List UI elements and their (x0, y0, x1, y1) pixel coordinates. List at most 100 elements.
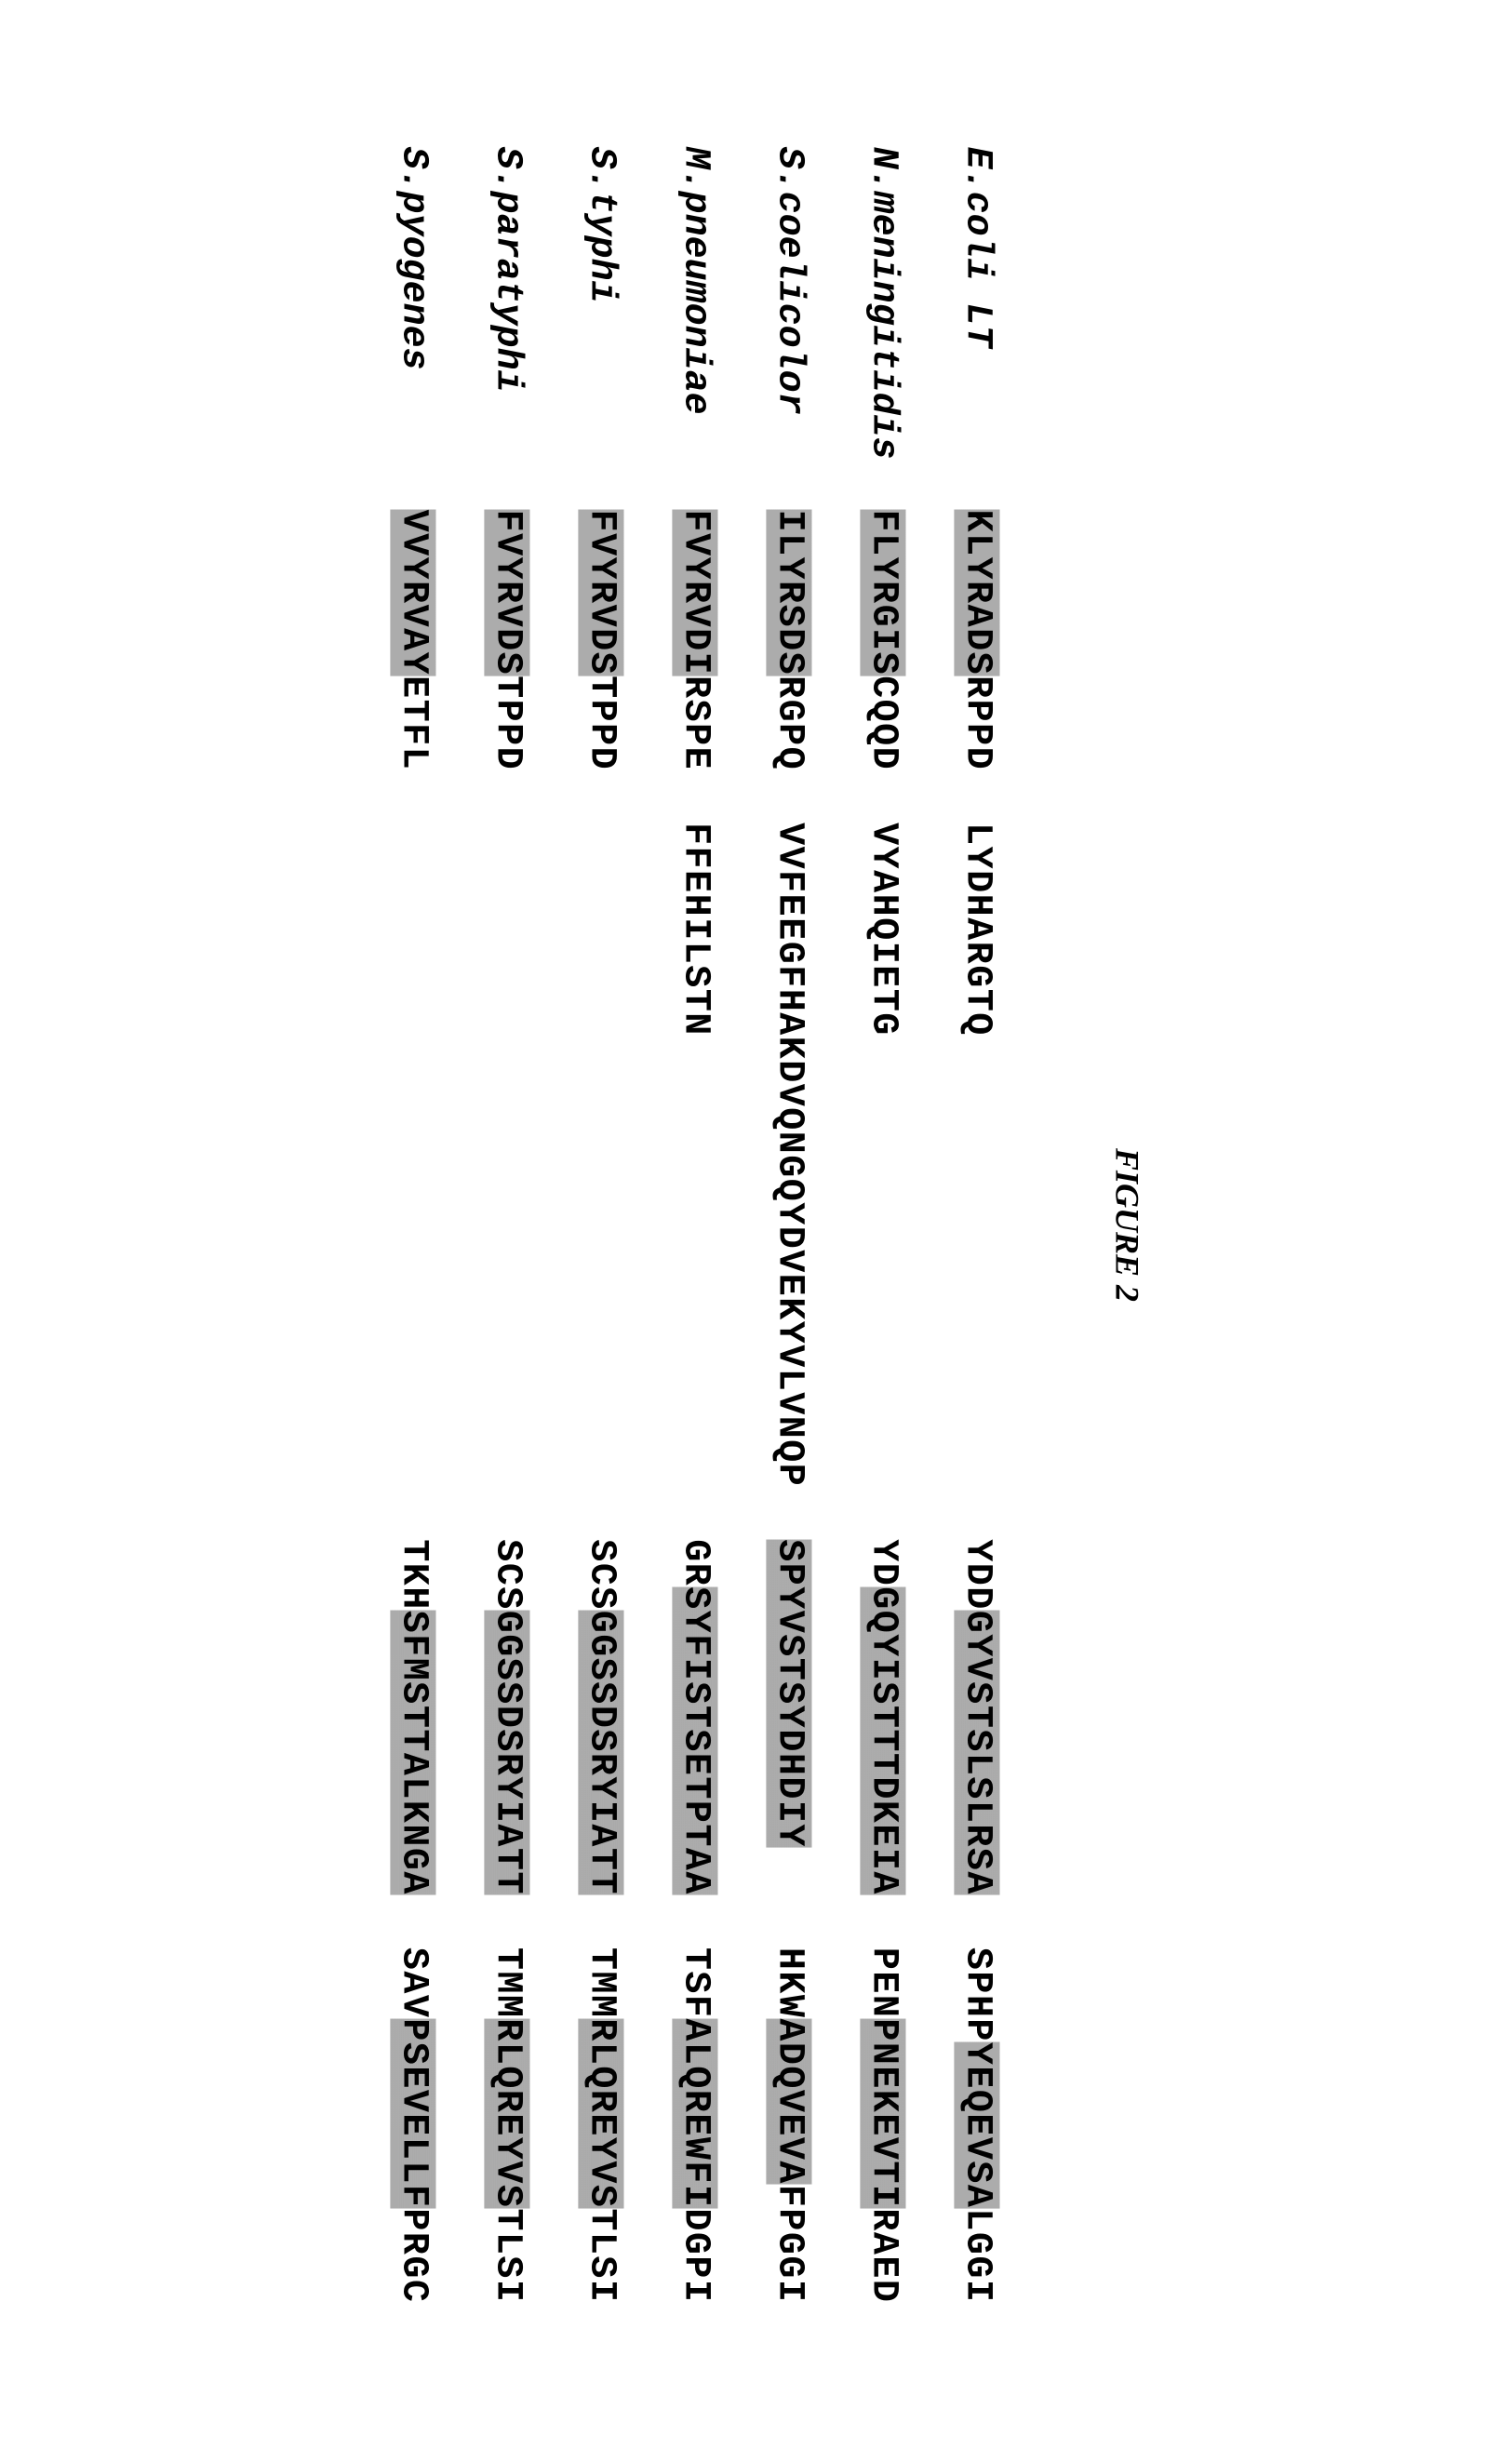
organism-label: S.paratyphi (460, 133, 554, 496)
conserved-region: FVYRVDI (672, 509, 717, 676)
sequence-block-4: SPHPYEQEVSALGGI (930, 1934, 1024, 2316)
variable-region: TLSI (580, 2208, 622, 2303)
conserved-region: SPYVSTSYDHDIY (766, 1539, 811, 1848)
sequence-block-3: SPYVSTSYDHDIY (742, 1526, 836, 1908)
sequence-block-2: VYAHQIETG (836, 810, 930, 1500)
sequence-block-1: FVYRVDIRSPE (648, 496, 742, 783)
variable-region: VYAHQIETG (862, 823, 903, 1037)
variable-region: HKW (768, 1947, 810, 2018)
column-gap (648, 1907, 742, 1934)
column-gap (742, 1500, 836, 1526)
variable-region: DGPI (674, 2208, 716, 2303)
conserved-region: FVYRVDS (484, 509, 529, 676)
variable-region: SPHP (956, 1947, 997, 2041)
conserved-region: KLYRADS (954, 509, 999, 676)
variable-region: TMM (580, 1947, 622, 2018)
column-gap (366, 1500, 460, 1526)
variable-region: TPPD (486, 676, 528, 770)
conserved-region: ADQVEVA (766, 2018, 811, 2185)
column-gap (554, 783, 648, 810)
variable-region: SCS (580, 1539, 622, 1611)
conserved-region: GYVSTSLSLRSA (954, 1610, 999, 1894)
conserved-region: RLQREYVS (484, 2018, 529, 2208)
sequence-block-3: YDGQYISTTTDKEIA (836, 1526, 930, 1908)
variable-region: PRGC (392, 2208, 434, 2303)
column-gap (930, 1907, 1024, 1934)
variable-region: YDD (956, 1539, 997, 1611)
alignment-row: E.coli LTKLYRADSRPPDLYDHARGTQYDDGYVSTSLS… (930, 133, 1024, 2316)
column-gap (366, 1907, 460, 1934)
variable-region: TPPD (580, 676, 622, 770)
variable-region: SAV (392, 1947, 434, 2018)
sequence-block-1: FLYRGISCQQD (836, 496, 930, 783)
variable-region: ETFL (392, 676, 434, 770)
conserved-region: FLYRGIS (860, 509, 905, 676)
variable-region: RGPQ (768, 676, 810, 770)
variable-region: FFEHILSTN (674, 823, 716, 1037)
conserved-region: SFMSTTALKNGA (390, 1610, 435, 1894)
sequence-block-3: GRSYFISTSETPTAA (648, 1526, 742, 1908)
variable-region: SCS (486, 1539, 528, 1611)
conserved-region: FVYRVDS (578, 509, 623, 676)
sequence-block-2 (366, 810, 460, 1500)
organism-label: N.meningitidis (836, 133, 930, 496)
sequence-block-3: TKHSFMSTTALKNGA (366, 1526, 460, 1908)
organism-label: M.pneumoniae (648, 133, 742, 496)
variable-region: RAED (862, 2208, 903, 2303)
conserved-region: PNEKEVTI (860, 2018, 905, 2208)
conserved-region: GQYISTTTDKEIA (860, 1586, 905, 1895)
variable-region: LGGI (956, 2208, 997, 2303)
column-gap (366, 783, 460, 810)
variable-region: TKH (392, 1539, 434, 1611)
organism-label: E.coli LT (930, 133, 1024, 496)
column-gap (648, 783, 742, 810)
alignment-row: S.paratyphiFVYRVDSTPPD SCSGGSSDSRYIATTTM… (460, 133, 554, 2316)
column-gap (836, 783, 930, 810)
variable-region: YD (862, 1539, 903, 1586)
sequence-block-2 (554, 810, 648, 1500)
variable-region: GR (674, 1539, 716, 1586)
organism-label: S.coelicolor (742, 133, 836, 496)
sequence-block-2: FFEHILSTN (648, 810, 742, 1500)
sequence-block-4: SAVPSEVELLFPRGC (366, 1934, 460, 2316)
column-gap (460, 783, 554, 810)
column-gap (648, 1500, 742, 1526)
column-gap (460, 1907, 554, 1934)
sequence-block-3: YDDGYVSTSLSLRSA (930, 1526, 1024, 1908)
sequence-block-4: HKWADQVEVAFPGGI (742, 1934, 836, 2316)
conserved-region: ILYRSDS (766, 509, 811, 676)
variable-region: RPPD (956, 676, 997, 770)
figure-page: FIGURE 2 E.coli LTKLYRADSRPPDLYDHARGTQYD… (366, 133, 1146, 2316)
alignment-row: M.pneumoniaeFVYRVDIRSPE FFEHILSTN GRSYFIST… (648, 133, 742, 2316)
sequence-block-4: TMMRLQREYVSTLSI (554, 1934, 648, 2316)
organism-label: S.typhi (554, 133, 648, 496)
figure-title: FIGURE 2 (1107, 1147, 1146, 1301)
alignment-table: E.coli LTKLYRADSRPPDLYDHARGTQYDDGYVSTSLS… (366, 133, 1024, 2316)
conserved-region: RLQREYVS (578, 2018, 623, 2208)
sequence-block-4: PENPNEKEVTIRAED (836, 1934, 930, 2316)
alignment-row: S.coelicolorILYRSDSRGPQVVFEEGFHAKDVQNGQY… (742, 133, 836, 2316)
variable-region: VVFEEGFHAKDVQNGQYDVEKYVLVNQP (768, 823, 810, 1487)
variable-region: PEN (862, 1947, 903, 2018)
sequence-block-1: VVYRVAYETFL (366, 496, 460, 783)
sequence-block-2: VVFEEGFHAKDVQNGQYDVEKYVLVNQP (742, 810, 836, 1500)
variable-region: TSF (674, 1947, 716, 2018)
sequence-block-2: LYDHARGTQ (930, 810, 1024, 1500)
sequence-block-3: SCSGGSSDSRYIATT (460, 1526, 554, 1908)
column-gap (742, 1907, 836, 1934)
column-gap (836, 1500, 930, 1526)
variable-region: TLSI (486, 2208, 528, 2303)
sequence-block-3: SCSGGSSDSRYIATT (554, 1526, 648, 1908)
alignment-row: S.pyogenesVVYRVAYETFL TKHSFMSTTALKNGASAV… (366, 133, 460, 2316)
conserved-region: VVYRVAY (390, 509, 435, 676)
column-gap (930, 783, 1024, 810)
sequence-block-4: TSFALQREWFIDGPI (648, 1934, 742, 2316)
conserved-region: SYFISTSETPTAA (672, 1586, 717, 1895)
alignment-row: S.typhi FVYRVDSTPPD SCSGGSSDSRYIATT TMMRLQ… (554, 133, 648, 2316)
organism-label: S.pyogenes (366, 133, 460, 496)
sequence-block-1: KLYRADSRPPD (930, 496, 1024, 783)
sequence-block-1: ILYRSDSRGPQ (742, 496, 836, 783)
conserved-region: GGSSDSRYIATT (484, 1610, 529, 1894)
variable-region: FPGGI (768, 2184, 810, 2303)
column-gap (554, 1907, 648, 1934)
